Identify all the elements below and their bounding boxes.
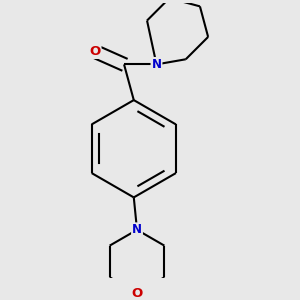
Text: N: N [132, 223, 142, 236]
Text: O: O [131, 286, 143, 300]
Text: N: N [152, 58, 161, 71]
Text: O: O [89, 45, 100, 58]
